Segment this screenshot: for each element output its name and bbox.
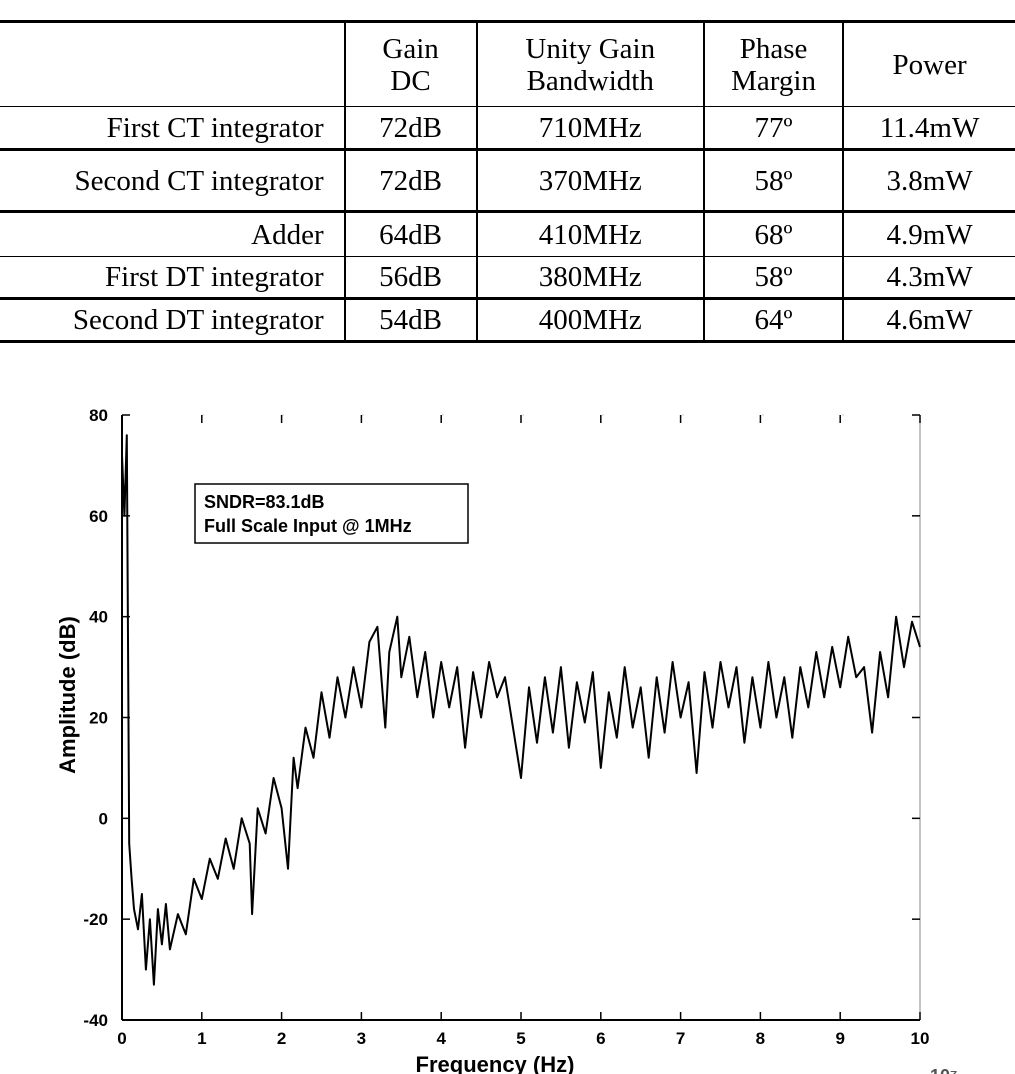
annotation-text: Full Scale Input @ 1MHz: [204, 516, 412, 536]
header-text: Unity Gain: [525, 32, 656, 65]
table-cell: 400MHz: [475, 298, 704, 342]
row-label: First DT integrator: [105, 261, 324, 293]
table-cell: 370MHz: [475, 149, 704, 212]
y-tick-label: 80: [89, 406, 108, 425]
header-text: Bandwidth: [526, 64, 654, 97]
spec-table: Gain DC Unity Gain Bandwidth Phase Margin P…: [0, 20, 1015, 343]
table-cell: 64º: [702, 298, 844, 342]
spectrum-line: [121, 434, 921, 986]
y-tick-label: 40: [89, 608, 108, 627]
x-tick-label: 3: [357, 1029, 366, 1048]
table-row: Second DT integrator 54dB 400MHz 64º 4.6mW: [0, 298, 1015, 342]
table-cell: 72dB: [343, 106, 477, 150]
y-tick-label: -40: [83, 1011, 108, 1030]
y-tick-label: 60: [89, 507, 108, 526]
header-cell: Gain DC: [343, 21, 477, 107]
header-text: Power: [892, 48, 967, 81]
header-text: Margin: [731, 64, 816, 97]
table-cell: 58º: [702, 256, 844, 299]
table-cell: 710MHz: [475, 106, 704, 150]
x-tick-label: 8: [756, 1029, 765, 1048]
annotation-text: SNDR=83.1dB: [204, 492, 325, 512]
x-tick-label: 6: [596, 1029, 605, 1048]
table-cell: 58º: [702, 149, 844, 212]
row-label: Adder: [251, 218, 324, 251]
table-cell: 54dB: [343, 298, 477, 342]
y-tick-label: -20: [83, 910, 108, 929]
y-axis-label: Amplitude (dB): [55, 616, 80, 774]
table-cell: 72dB: [343, 149, 477, 212]
x-tick-label: 4: [436, 1029, 446, 1048]
table-cell: 410MHz: [475, 211, 704, 257]
table-cell: 11.4mW: [842, 106, 1015, 150]
annotation-box: [194, 483, 469, 544]
x-tick-label: 10: [911, 1029, 930, 1048]
y-tick-label: 20: [89, 709, 108, 728]
x-axis-label: Frequency (Hz): [416, 1052, 575, 1074]
table-cell: 3.8mW: [842, 149, 1015, 212]
row-label: Second DT integrator: [72, 304, 324, 336]
header-cell: Power: [842, 21, 1015, 107]
header-text: Phase: [739, 32, 808, 65]
header-text: DC: [390, 64, 431, 97]
table-cell: 4.9mW: [842, 211, 1015, 257]
table-cell: 68º: [702, 211, 844, 257]
header-row: Gain DC Unity Gain Bandwidth Phase Margin P…: [0, 21, 1015, 107]
table-cell: 4.3mW: [842, 256, 1015, 299]
x-tick-label: 1: [197, 1029, 206, 1048]
table-cell: 56dB: [343, 256, 477, 299]
header-cell: Unity Gain Bandwidth: [475, 21, 704, 107]
corner-cell: [0, 22, 345, 107]
x-tick-label: 2: [277, 1029, 286, 1048]
table-cell: 64dB: [343, 211, 477, 257]
table-cell: 380MHz: [475, 256, 704, 299]
x-multiplier: 10⁷: [930, 1066, 957, 1074]
header-cell: Phase Margin: [702, 21, 844, 107]
header-text: Gain: [382, 32, 439, 65]
table-row: First CT integrator 72dB 710MHz 77º 11.4mW: [0, 106, 1015, 150]
table-cell: 4.6mW: [842, 298, 1015, 342]
table-row: First DT integrator 56dB 380MHz 58º 4.3mW: [0, 256, 1015, 299]
x-tick-label: 0: [117, 1029, 126, 1048]
x-tick-label: 5: [516, 1029, 525, 1048]
y-tick-label: 0: [99, 809, 108, 828]
table-cell: 77º: [702, 106, 844, 150]
x-tick-label: 9: [835, 1029, 844, 1048]
table-row: Second CT integrator 72dB 370MHz 58º 3.8mW: [0, 149, 1015, 212]
x-tick-label: 7: [676, 1029, 685, 1048]
row-label: Second CT integrator: [74, 164, 324, 197]
table-row: Adder 64dB 410MHz 68º 4.9mW: [0, 211, 1015, 257]
row-label: First CT integrator: [106, 111, 324, 144]
